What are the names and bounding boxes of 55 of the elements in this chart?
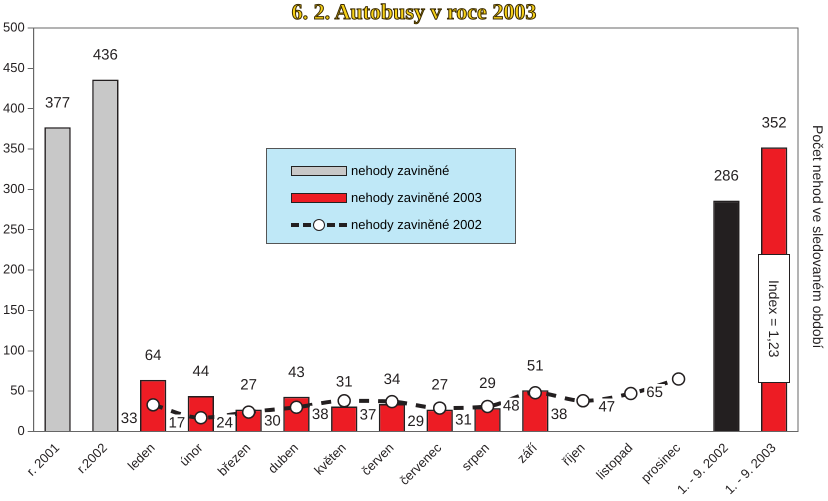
data-label: 27 — [240, 376, 257, 394]
y-tick-label: 350 — [2, 140, 25, 156]
y-tick-label: 100 — [2, 342, 25, 358]
y-tick-label: 50 — [10, 382, 25, 398]
y-tick-label: 450 — [2, 60, 25, 75]
data-label: 24 — [216, 414, 233, 432]
data-label: 47 — [598, 398, 616, 416]
y-tick-label: 500 — [2, 20, 25, 35]
data-label: 29 — [479, 375, 496, 392]
data-label: 51 — [526, 357, 544, 374]
point — [480, 400, 494, 414]
data-label: 352 — [762, 114, 787, 132]
data-label: 33 — [120, 410, 138, 427]
data-label: 65 — [646, 384, 663, 402]
data-label: 44 — [192, 362, 210, 380]
y-tick-label: 150 — [2, 302, 25, 318]
data-label: 31 — [455, 411, 472, 428]
legend-label: nehody zaviněné 2002 — [351, 217, 482, 232]
point — [672, 372, 686, 386]
y-tick-label: 250 — [2, 221, 25, 236]
point — [624, 386, 638, 400]
data-label: 48 — [502, 398, 520, 415]
x-tick-label: únor — [176, 440, 206, 470]
data-label: 37 — [360, 406, 376, 424]
x-tick-label: říjen — [559, 440, 588, 469]
legend-label: nehody zaviněné 2003 — [351, 190, 482, 205]
y-tick-label: 200 — [2, 262, 25, 277]
point — [528, 386, 542, 400]
data-label: 34 — [384, 371, 400, 388]
data-label: 377 — [45, 94, 70, 112]
y-tick-label: 400 — [2, 100, 25, 116]
point — [576, 394, 590, 408]
point — [337, 394, 351, 408]
y-axis-title: Počet nehod ve sledovaném období — [810, 125, 826, 348]
legend-label: nehody zaviněné — [351, 163, 450, 178]
data-label: 38 — [550, 406, 568, 423]
y-tick-label: 0 — [17, 423, 25, 438]
annotation: Index = 1,23 — [766, 280, 782, 358]
data-label: 43 — [288, 364, 305, 381]
data-label: 31 — [336, 373, 353, 390]
point — [385, 394, 399, 408]
data-label: 286 — [714, 168, 739, 185]
data-label: 38 — [312, 406, 329, 423]
point — [432, 401, 446, 415]
point — [242, 405, 256, 419]
data-label: 64 — [144, 346, 162, 364]
data-label: 17 — [168, 414, 186, 432]
y-tick-label: 300 — [2, 180, 25, 196]
data-label: 29 — [407, 413, 424, 430]
chart-title: 6. 2. Autobusy v roce 2003 — [292, 0, 536, 24]
data-label: 436 — [92, 46, 118, 64]
data-label: 30 — [264, 412, 281, 430]
x-tick-label: září — [514, 440, 540, 466]
data-label: 27 — [431, 376, 448, 394]
note-box: Index = 1,23 — [758, 254, 790, 384]
